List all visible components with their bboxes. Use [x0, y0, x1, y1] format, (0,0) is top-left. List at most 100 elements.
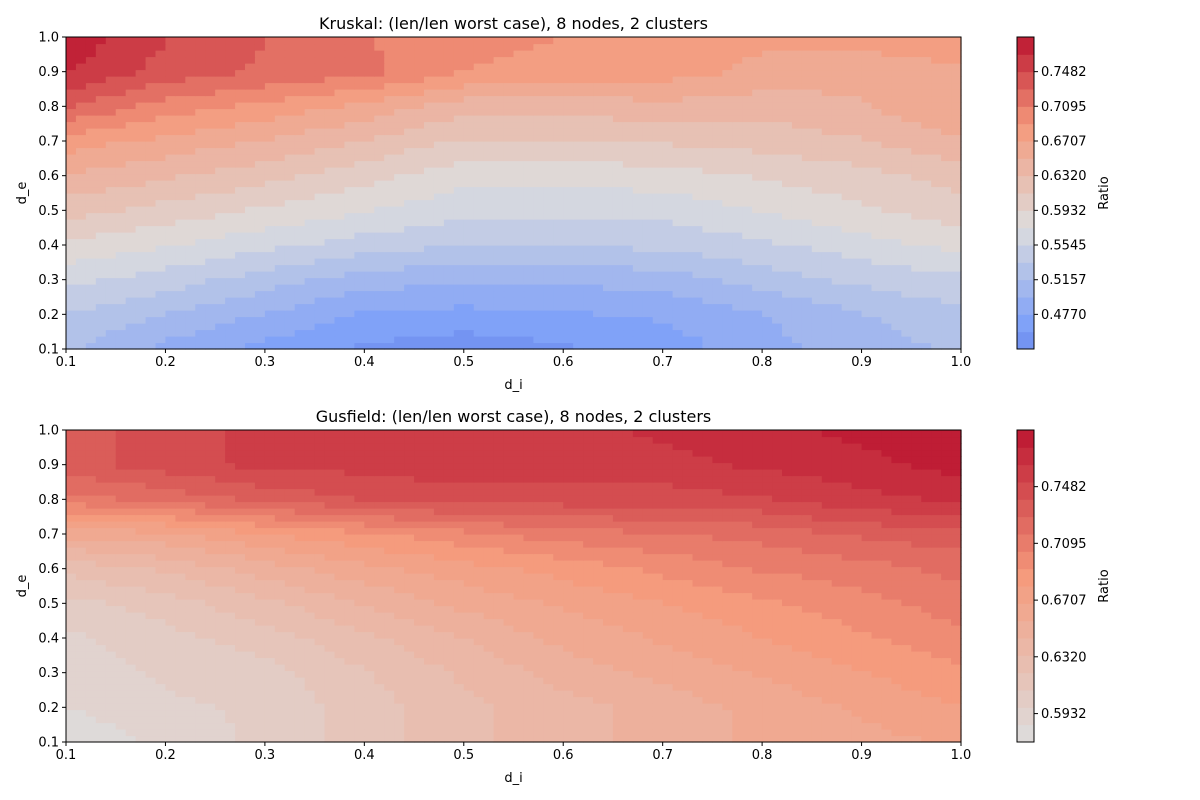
contour-cell [593, 212, 604, 220]
contour-cell [304, 297, 316, 305]
contour-cell [215, 134, 226, 142]
contour-cell [603, 722, 614, 730]
contour-cell [911, 37, 922, 45]
contour-cell [931, 729, 942, 737]
contour-cell [612, 180, 624, 188]
contour-cell [662, 735, 674, 743]
contour-cell [145, 271, 157, 279]
contour-cell [911, 160, 922, 168]
contour-cell [632, 277, 644, 285]
contour-cell [752, 232, 763, 240]
contour-cell [821, 212, 833, 220]
contour-cell [553, 167, 564, 175]
contour-cell [831, 238, 843, 246]
contour-cell [702, 154, 713, 162]
contour-cell [85, 82, 97, 90]
contour-cell [533, 82, 544, 90]
contour-cell [911, 735, 922, 743]
contour-cell [901, 277, 912, 285]
contour-cell [254, 206, 266, 214]
contour-cell [354, 115, 365, 123]
contour-cell [811, 160, 823, 168]
contour-cell [523, 284, 534, 292]
contour-cell [811, 232, 823, 240]
contour-cell [901, 722, 912, 730]
contour-cell [841, 219, 853, 227]
contour-cell [911, 290, 922, 298]
contour-cell [593, 63, 604, 71]
contour-cell [801, 225, 813, 233]
contour-cell [205, 271, 216, 279]
contour-cell [543, 716, 554, 724]
contour-cell [145, 141, 157, 149]
contour-cell [235, 56, 246, 64]
contour-cell [742, 173, 753, 181]
contour-cell [573, 180, 584, 188]
contour-cell [155, 186, 167, 194]
contour-cell [791, 147, 803, 155]
contour-cell [722, 82, 733, 90]
contour-cell [354, 212, 365, 220]
contour-cell [563, 50, 574, 58]
contour-cell [603, 245, 614, 253]
contour-cell [394, 722, 405, 730]
contour-cell [692, 336, 704, 344]
contour-cell [911, 154, 922, 162]
contour-cell [115, 212, 127, 220]
contour-cell [354, 160, 365, 168]
contour-cell [861, 258, 873, 266]
contour-cell [384, 342, 395, 350]
contour-cell [155, 271, 167, 279]
contour-cell [145, 696, 157, 704]
contour-cell [921, 76, 932, 84]
contour-cell [911, 173, 922, 181]
contour-cell [871, 69, 883, 77]
contour-cell [473, 95, 485, 103]
contour-cell [881, 154, 892, 162]
contour-cell [772, 212, 783, 220]
contour-cell [692, 63, 704, 71]
contour-cell [772, 89, 783, 97]
contour-cell [215, 63, 226, 71]
contour-cell [324, 121, 336, 129]
contour-cell [533, 735, 544, 743]
contour-cell [583, 43, 594, 51]
contour-cell [622, 271, 634, 279]
contour-cell [533, 297, 544, 305]
contour-cell [483, 206, 495, 214]
contour-cell [583, 121, 594, 129]
contour-cell [831, 50, 843, 58]
contour-cell [513, 232, 525, 240]
contour-cell [603, 277, 614, 285]
contour-cell [384, 43, 395, 51]
contour-cell [722, 245, 733, 253]
contour-cell [801, 82, 813, 90]
contour-cell [762, 271, 773, 279]
contour-cell [195, 219, 206, 227]
contour-cell [583, 56, 594, 64]
contour-cell [463, 160, 475, 168]
contour-cell [553, 134, 564, 142]
contour-cell [394, 102, 405, 110]
contour-cell [95, 735, 107, 743]
contour-cell [185, 154, 196, 162]
contour-cell [583, 336, 594, 344]
contour-cell [225, 134, 236, 142]
contour-cell [801, 316, 813, 324]
contour-cell [772, 342, 783, 350]
contour-cell [66, 696, 77, 704]
contour-cell [135, 251, 147, 259]
contour-cell [652, 219, 664, 227]
contour-cell [732, 238, 743, 246]
contour-cell [881, 167, 892, 175]
contour-cell [493, 147, 505, 155]
contour-cell [354, 89, 365, 97]
contour-cell [513, 303, 525, 311]
contour-cell [264, 251, 276, 259]
contour-cell [612, 141, 624, 149]
contour-cell [284, 303, 296, 311]
contour-cell [851, 193, 863, 201]
contour-cell [782, 225, 793, 233]
contour-cell [185, 167, 196, 175]
contour-cell [941, 258, 952, 266]
